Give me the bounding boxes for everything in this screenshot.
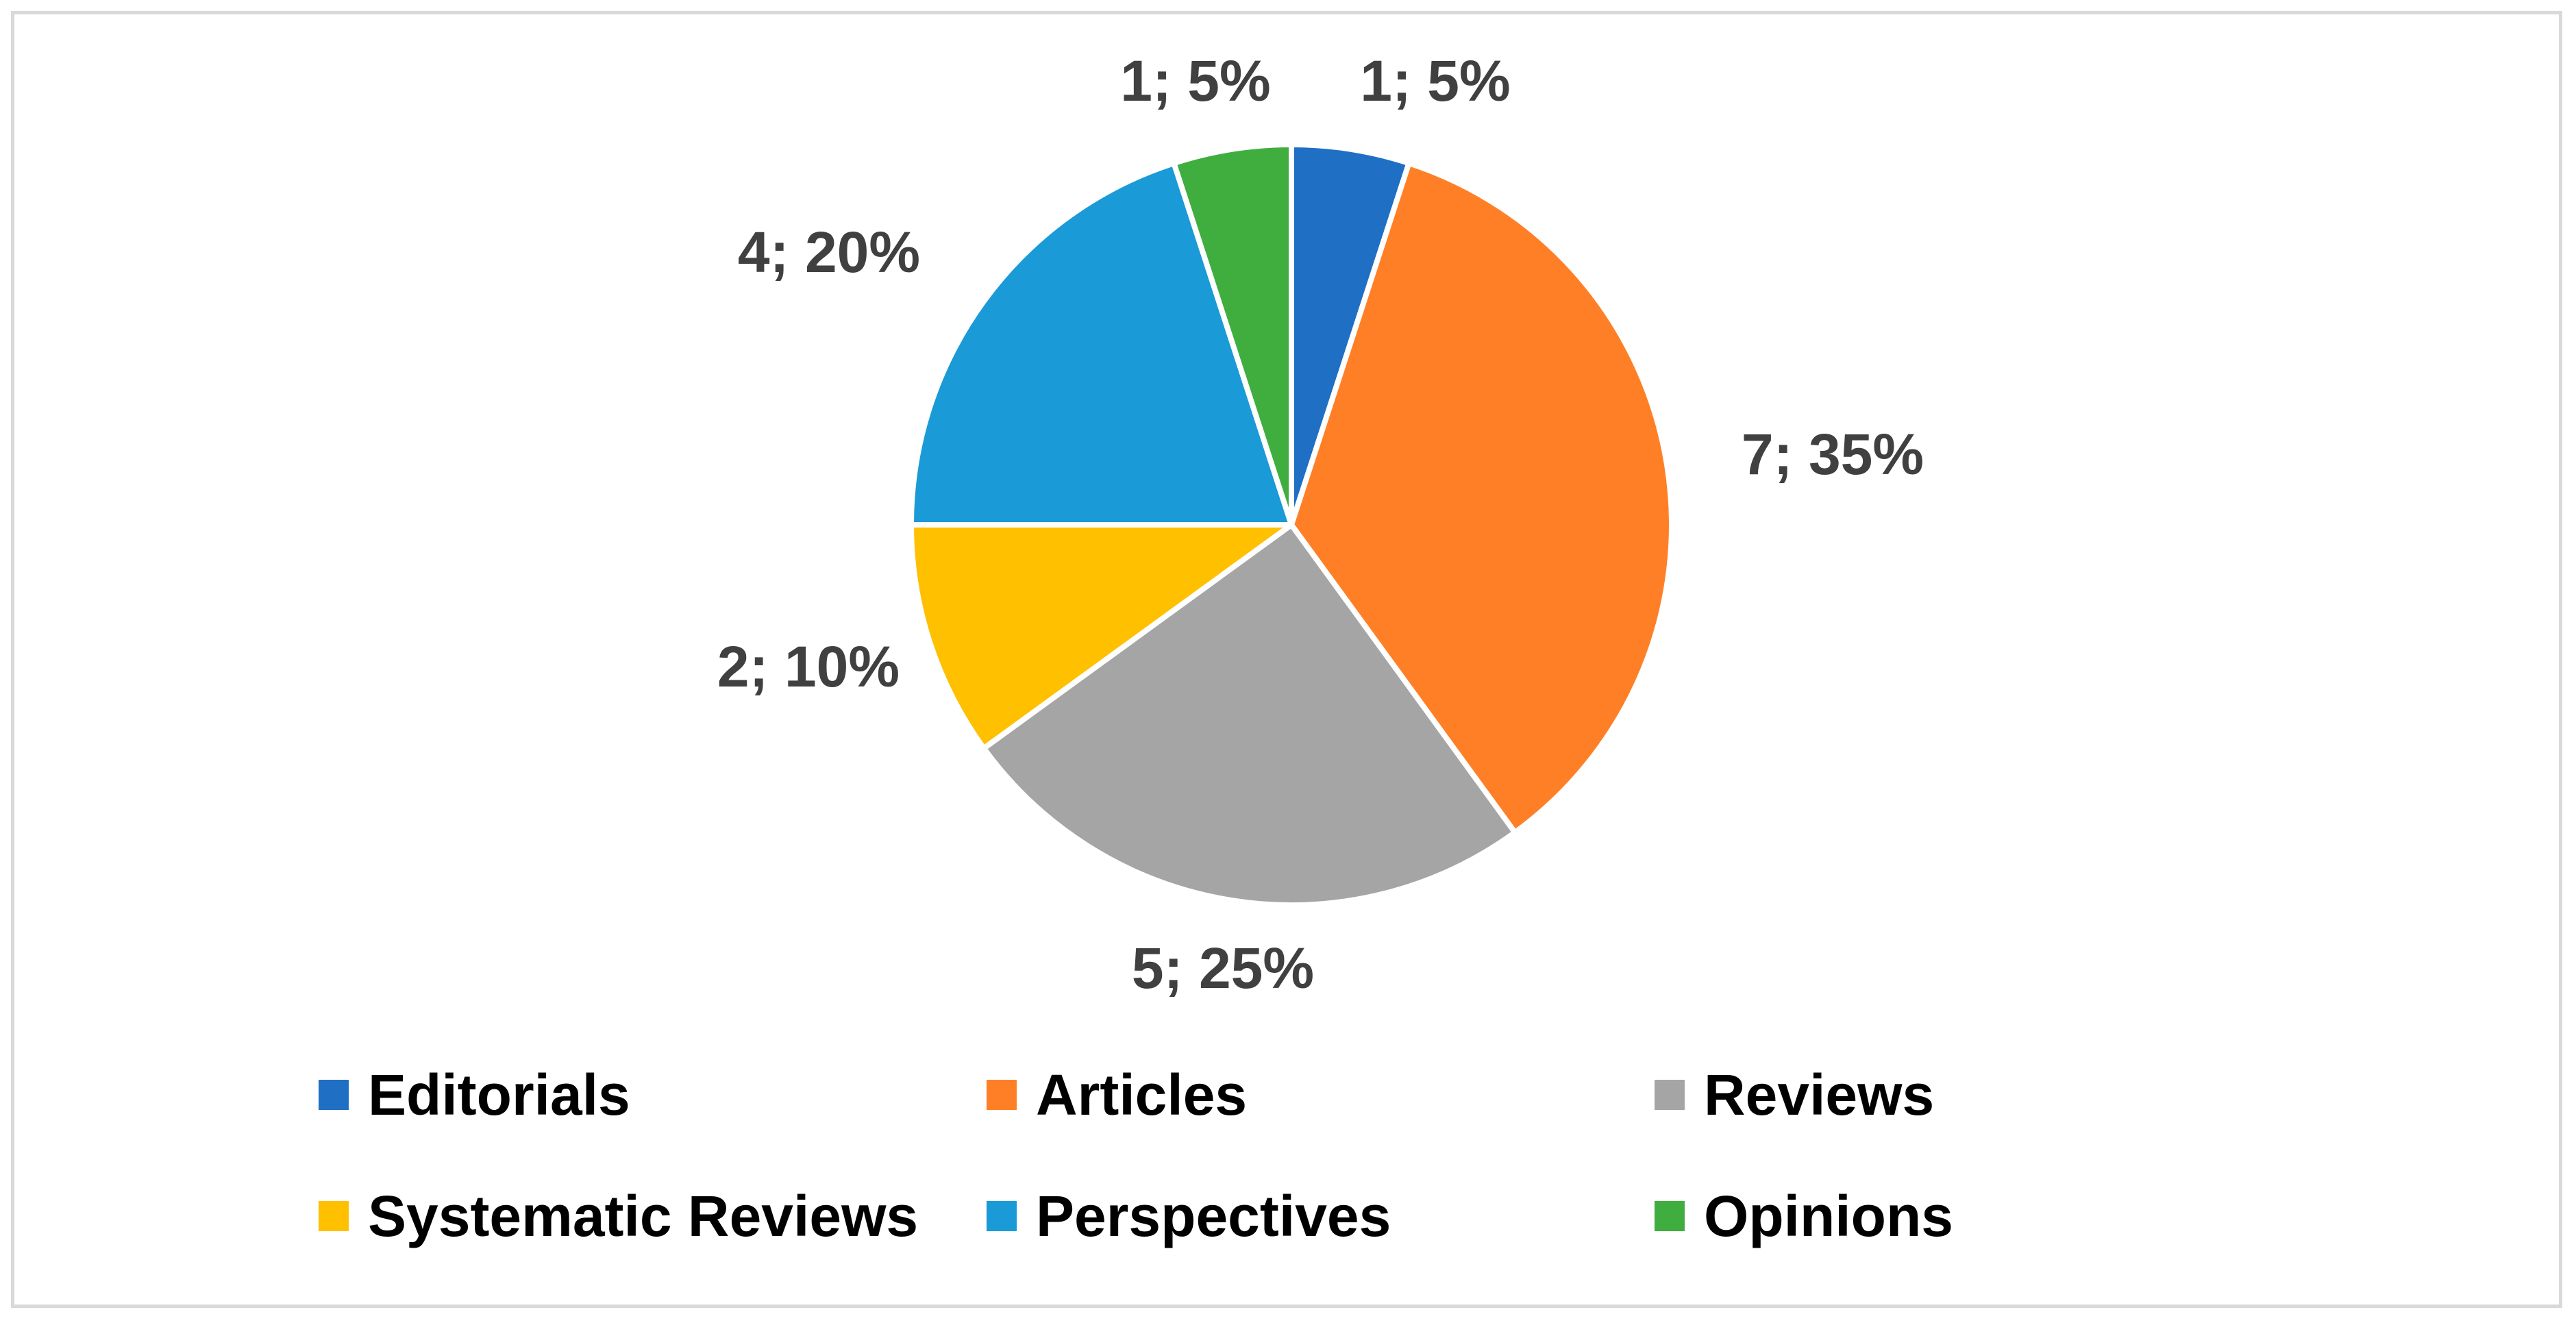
data-label-articles: 7; 35% xyxy=(1742,422,1924,486)
data-label-editorials: 1; 5% xyxy=(1360,49,1510,113)
pie-slice-systematic-reviews xyxy=(908,522,1294,752)
data-label-systematic-reviews: 2; 10% xyxy=(717,634,900,699)
pie-slice-perspectives xyxy=(908,160,1294,528)
pie-slice-reviews xyxy=(981,522,1518,908)
pie-slice-articles xyxy=(1289,160,1674,835)
data-label-opinions: 1; 5% xyxy=(1120,49,1270,113)
data-label-perspectives: 4; 20% xyxy=(738,220,920,284)
data-label-reviews: 5; 25% xyxy=(1132,936,1314,1000)
pie-slice-opinions xyxy=(1171,142,1294,528)
